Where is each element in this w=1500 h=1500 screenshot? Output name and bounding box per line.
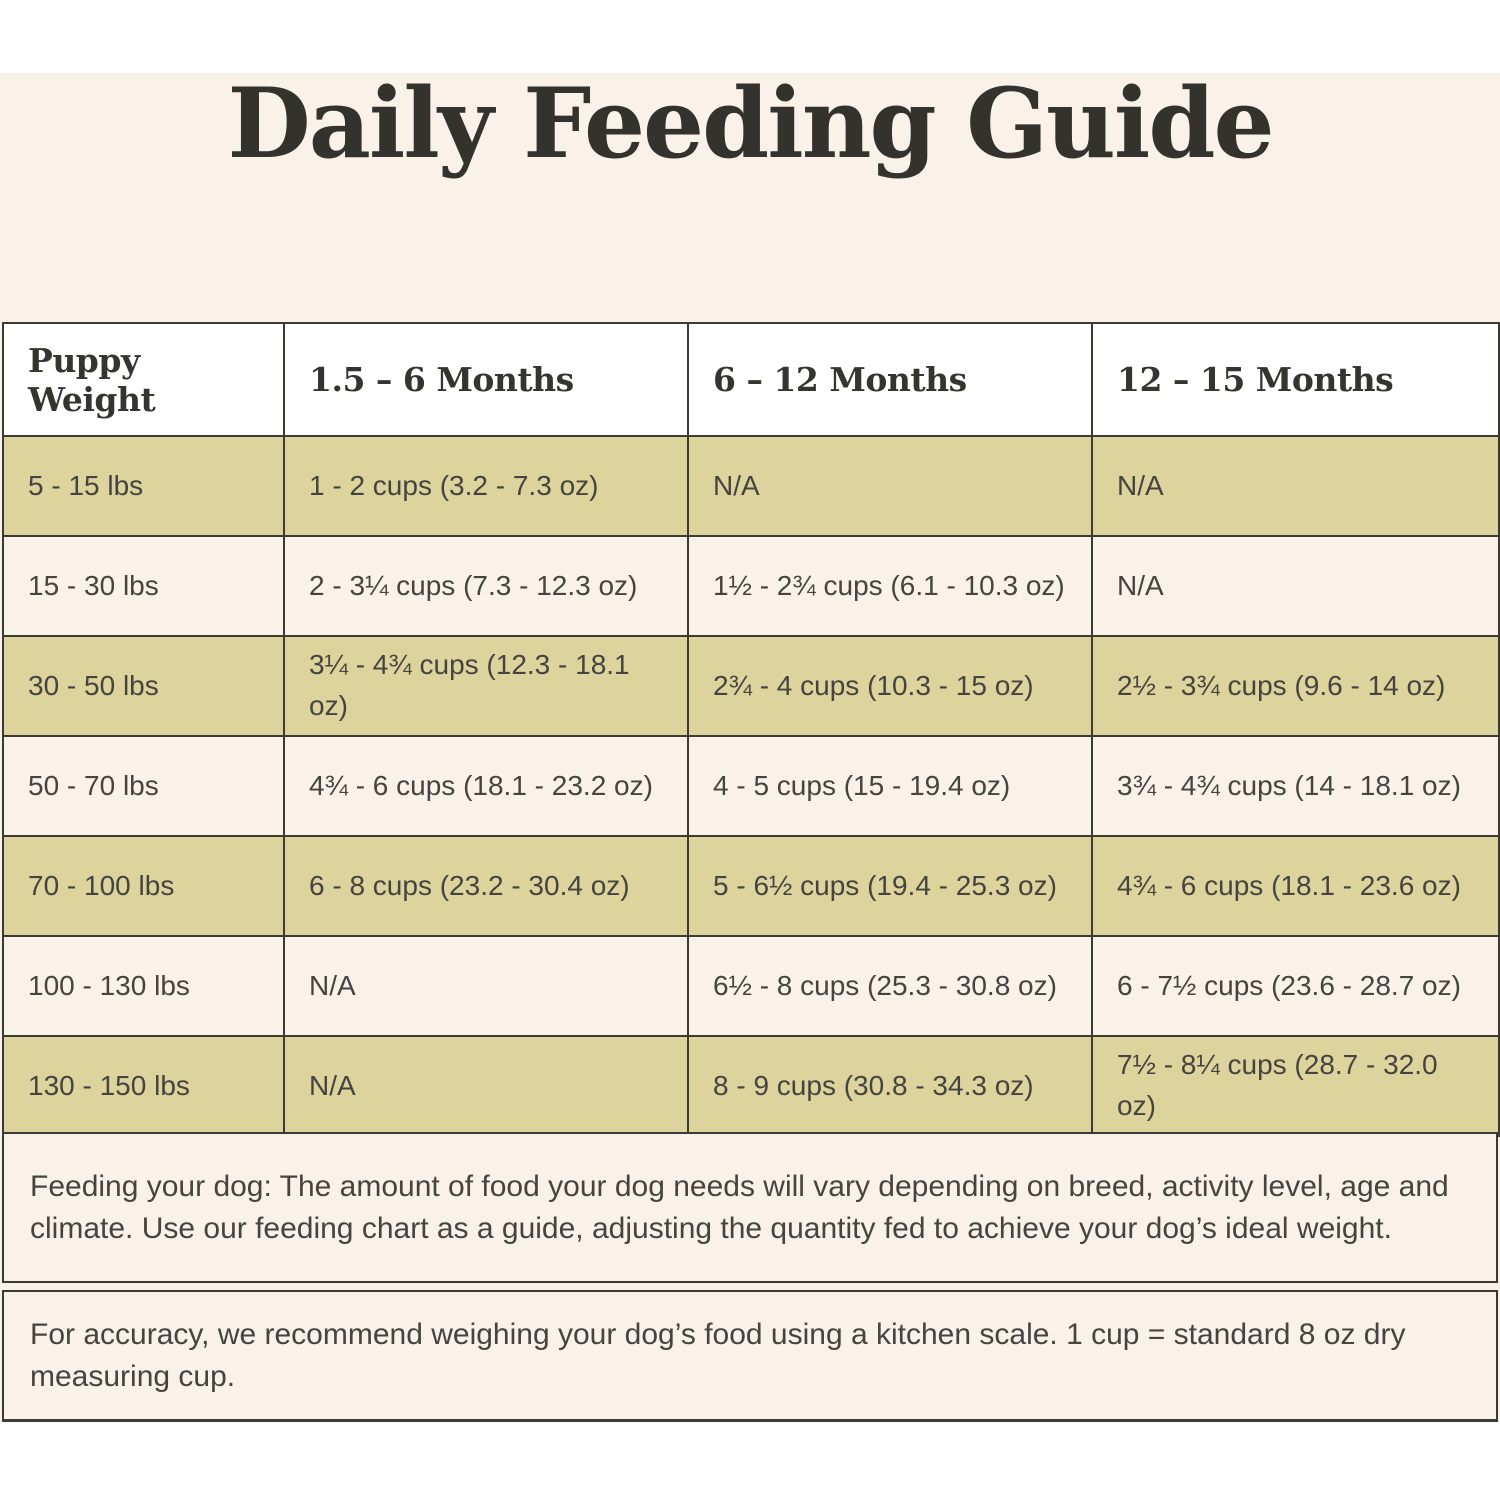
- table-row: 130 - 150 lbs N/A 8 - 9 cups (30.8 - 34.…: [2, 1035, 1500, 1137]
- column-header-1-5-to-6-months: 1.5 – 6 Months: [283, 322, 689, 437]
- table-header-row: Puppy Weight 1.5 – 6 Months 6 – 12 Month…: [2, 322, 1500, 437]
- table-row: 5 - 15 lbs 1 - 2 cups (3.2 - 7.3 oz) N/A…: [2, 435, 1500, 537]
- table-cell: 4¾ - 6 cups (18.1 - 23.2 oz): [283, 735, 689, 837]
- table-cell: N/A: [687, 435, 1093, 537]
- table-cell: N/A: [1091, 535, 1500, 637]
- table-cell: 1½ - 2¾ cups (6.1 - 10.3 oz): [687, 535, 1093, 637]
- table-cell: 5 - 6½ cups (19.4 - 25.3 oz): [687, 835, 1093, 937]
- table-cell: 4¾ - 6 cups (18.1 - 23.6 oz): [1091, 835, 1500, 937]
- table-cell: 100 - 130 lbs: [2, 935, 285, 1037]
- table-cell: 6 - 7½ cups (23.6 - 28.7 oz): [1091, 935, 1500, 1037]
- table-row: 50 - 70 lbs 4¾ - 6 cups (18.1 - 23.2 oz)…: [2, 735, 1500, 837]
- table-cell: 30 - 50 lbs: [2, 635, 285, 737]
- table-row: 15 - 30 lbs 2 - 3¼ cups (7.3 - 12.3 oz) …: [2, 535, 1500, 637]
- accuracy-note-text: For accuracy, we recommend weighing your…: [30, 1318, 1406, 1393]
- table-row: 30 - 50 lbs 3¼ - 4¾ cups (12.3 - 18.1 oz…: [2, 635, 1500, 737]
- table-cell: 3¼ - 4¾ cups (12.3 - 18.1 oz): [283, 635, 689, 737]
- table-cell: 6 - 8 cups (23.2 - 30.4 oz): [283, 835, 689, 937]
- column-header-puppy-weight: Puppy Weight: [2, 322, 285, 437]
- feeding-table: Puppy Weight 1.5 – 6 Months 6 – 12 Month…: [2, 322, 1500, 1137]
- feeding-note-text: Feeding your dog: The amount of food you…: [30, 1170, 1449, 1245]
- table-cell: N/A: [283, 935, 689, 1037]
- table-cell: 15 - 30 lbs: [2, 535, 285, 637]
- table-row: 70 - 100 lbs 6 - 8 cups (23.2 - 30.4 oz)…: [2, 835, 1500, 937]
- table-cell: 2½ - 3¾ cups (9.6 - 14 oz): [1091, 635, 1500, 737]
- accuracy-note-box: For accuracy, we recommend weighing your…: [2, 1290, 1498, 1422]
- table-cell: 130 - 150 lbs: [2, 1035, 285, 1137]
- table-cell: 6½ - 8 cups (25.3 - 30.8 oz): [687, 935, 1093, 1037]
- page-background: Daily Feeding Guide Puppy Weight 1.5 – 6…: [0, 73, 1500, 1422]
- table-cell: 70 - 100 lbs: [2, 835, 285, 937]
- table-cell: 50 - 70 lbs: [2, 735, 285, 837]
- table-cell: 3¾ - 4¾ cups (14 - 18.1 oz): [1091, 735, 1500, 837]
- table-cell: 1 - 2 cups (3.2 - 7.3 oz): [283, 435, 689, 537]
- table-cell: 2 - 3¼ cups (7.3 - 12.3 oz): [283, 535, 689, 637]
- table-cell: 4 - 5 cups (15 - 19.4 oz): [687, 735, 1093, 837]
- column-header-12-to-15-months: 12 – 15 Months: [1091, 322, 1500, 437]
- table-row: 100 - 130 lbs N/A 6½ - 8 cups (25.3 - 30…: [2, 935, 1500, 1037]
- page-title: Daily Feeding Guide: [227, 67, 1274, 180]
- table-cell: 2¾ - 4 cups (10.3 - 15 oz): [687, 635, 1093, 737]
- table-cell: N/A: [283, 1035, 689, 1137]
- table-cell: N/A: [1091, 435, 1500, 537]
- table-cell: 7½ - 8¼ cups (28.7 - 32.0 oz): [1091, 1035, 1500, 1137]
- table-cell: 8 - 9 cups (30.8 - 34.3 oz): [687, 1035, 1093, 1137]
- column-header-6-to-12-months: 6 – 12 Months: [687, 322, 1093, 437]
- feeding-note-box: Feeding your dog: The amount of food you…: [2, 1132, 1498, 1283]
- table-cell: 5 - 15 lbs: [2, 435, 285, 537]
